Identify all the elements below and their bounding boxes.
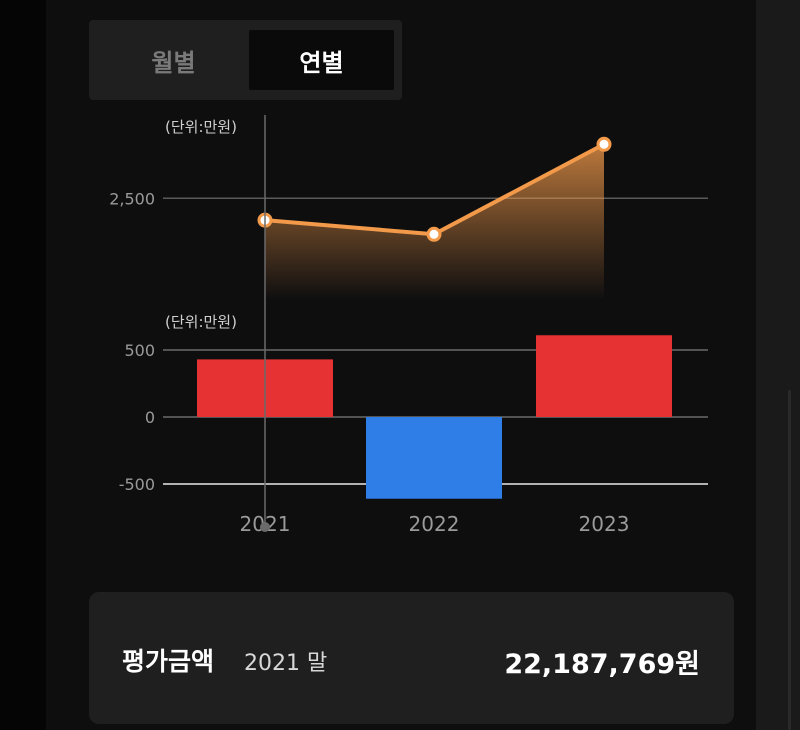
xtick-label: 2023 — [579, 512, 630, 536]
selection-cursor-dot — [260, 522, 270, 532]
line-ytick-label: 2,500 — [109, 189, 155, 208]
line-point — [596, 136, 612, 152]
scrollbar[interactable] — [788, 390, 791, 730]
bar-ytick-label: 500 — [124, 341, 155, 360]
bar-ytick-label: -500 — [119, 475, 155, 494]
bar-ytick-label: 0 — [145, 408, 155, 427]
bar-unit-label: (단위:만원) — [165, 313, 237, 331]
line-area-fill — [265, 144, 604, 300]
valuation-amount: 22,187,769원 — [504, 649, 700, 680]
line-point — [426, 226, 442, 242]
valuation-label: 평가금액 — [122, 647, 215, 676]
yearly-tab[interactable]: 연별 — [249, 30, 394, 90]
xtick-label: 2022 — [409, 512, 460, 536]
valuation-card: 평가금액 2021 말 22,187,769원 — [89, 592, 734, 724]
line-unit-label: (단위:만원) — [165, 118, 237, 136]
bar-2022 — [366, 417, 502, 499]
bar-2023 — [536, 335, 672, 417]
monthly-tab[interactable]: 월별 — [151, 48, 196, 77]
side-edge — [756, 0, 800, 730]
period-toggle: 월별 연별 — [89, 20, 402, 100]
valuation-date: 2021 말 — [244, 651, 328, 676]
